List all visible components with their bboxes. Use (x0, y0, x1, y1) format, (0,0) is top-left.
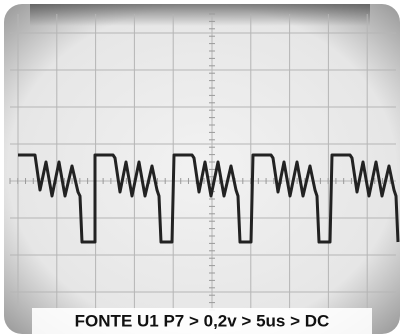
screen (4, 4, 400, 334)
oscilloscope-photo: FONTE U1 P7 > 0,2v > 5us > DC (0, 0, 403, 334)
screen-shadow (30, 4, 370, 26)
page: FONTE U1 P7 > 0,2v > 5us > DC (() => { c… (0, 0, 403, 334)
caption: FONTE U1 P7 > 0,2v > 5us > DC (75, 311, 330, 330)
